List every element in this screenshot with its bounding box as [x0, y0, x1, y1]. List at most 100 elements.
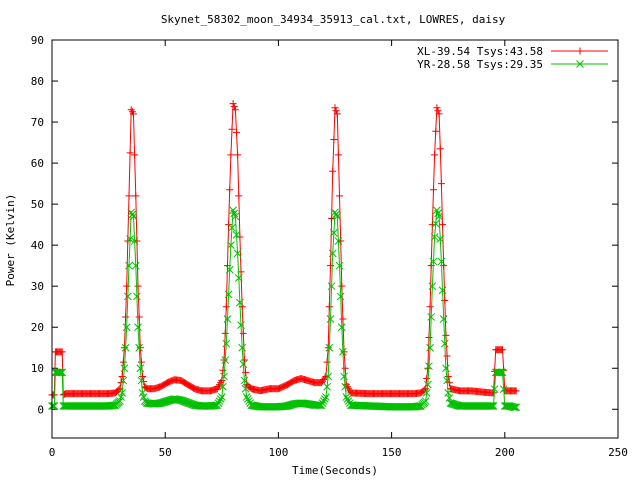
data-point-marker: [58, 368, 67, 377]
data-point-marker: [336, 192, 344, 200]
data-point-marker: [234, 274, 243, 282]
data-point-marker: [495, 368, 503, 377]
data-point-marker: [331, 208, 339, 217]
data-point-marker: [439, 221, 447, 229]
data-point-marker: [334, 237, 343, 245]
data-point-marker: [323, 382, 331, 391]
data-point-marker: [439, 315, 448, 323]
y-tick-label: 0: [37, 403, 44, 416]
data-point-marker: [56, 368, 64, 377]
chart-title: Skynet_58302_moon_34934_35913_cal.txt, L…: [161, 13, 506, 26]
data-point-marker: [228, 223, 236, 232]
data-point-marker: [489, 402, 498, 410]
data-point-marker: [58, 348, 66, 356]
data-point-marker: [242, 393, 251, 401]
data-point-marker: [498, 368, 507, 377]
data-point-marker: [110, 401, 119, 410]
x-tick-label: 250: [608, 446, 628, 459]
data-point-marker: [240, 376, 249, 385]
data-point-marker: [436, 235, 445, 243]
data-point-marker: [326, 315, 335, 323]
data-point-marker: [511, 403, 519, 412]
data-point-marker: [229, 100, 237, 108]
data-point-marker: [488, 402, 497, 410]
data-point-marker: [436, 145, 444, 153]
data-point-marker: [128, 210, 137, 219]
data-point-marker: [236, 298, 244, 307]
data-point-marker: [324, 372, 333, 381]
data-point-marker: [126, 235, 134, 243]
data-point-marker: [237, 321, 245, 330]
legend-marker: [576, 47, 584, 55]
legend-label: XL-39.54 Tsys:43.58: [417, 45, 543, 58]
data-point-marker: [327, 282, 336, 291]
data-point-marker: [49, 402, 57, 410]
data-point-marker: [221, 329, 229, 337]
data-point-marker: [443, 376, 451, 385]
data-point-marker: [222, 339, 231, 348]
data-point-marker: [499, 385, 508, 394]
data-point-marker: [134, 323, 142, 332]
data-point-marker: [136, 344, 144, 352]
data-point-marker: [423, 375, 431, 383]
data-point-marker: [328, 249, 337, 258]
data-point-marker: [508, 403, 517, 411]
data-point-marker: [219, 382, 227, 391]
data-point-marker: [236, 233, 244, 241]
data-point-marker: [442, 364, 450, 373]
y-tick-label: 90: [31, 34, 44, 47]
data-point-marker: [57, 368, 65, 377]
data-point-marker: [423, 380, 432, 389]
data-point-marker: [232, 231, 241, 239]
data-point-marker: [499, 346, 507, 354]
x-tick-label: 0: [49, 446, 56, 459]
data-point-marker: [223, 315, 232, 323]
data-point-marker: [122, 313, 130, 321]
data-point-marker: [317, 401, 326, 410]
data-point-marker: [242, 368, 250, 376]
data-point-marker: [339, 315, 347, 323]
legend-marker: [576, 60, 584, 68]
data-point-marker: [239, 360, 248, 368]
data-point-marker: [438, 286, 447, 295]
data-point-marker: [319, 397, 328, 405]
data-point-marker: [214, 399, 223, 407]
data-point-marker: [235, 192, 243, 200]
data-point-marker: [226, 186, 234, 194]
data-point-marker: [426, 303, 434, 311]
data-point-marker: [131, 151, 139, 159]
data-point-marker: [328, 214, 336, 222]
data-point-marker: [241, 384, 250, 393]
x-tick-label: 200: [495, 446, 515, 459]
data-point-marker: [431, 151, 439, 159]
data-point-marker: [243, 395, 252, 403]
data-point-marker: [233, 249, 242, 258]
data-point-marker: [131, 261, 140, 270]
y-tick-label: 10: [31, 362, 44, 375]
x-tick-label: 100: [268, 446, 288, 459]
y-tick-label: 40: [31, 239, 44, 252]
data-point-marker: [121, 343, 130, 352]
data-point-marker: [118, 389, 127, 397]
data-point-marker: [119, 376, 128, 385]
data-point-marker: [340, 348, 348, 356]
data-point-marker: [512, 403, 520, 412]
y-tick-label: 30: [31, 280, 44, 293]
data-point-marker: [233, 128, 241, 136]
data-point-marker: [130, 237, 139, 245]
data-point-marker: [333, 110, 341, 118]
data-point-marker: [437, 180, 445, 188]
data-point-marker: [314, 401, 322, 410]
data-point-marker: [435, 110, 443, 118]
data-point-marker: [496, 368, 505, 377]
data-point-marker: [126, 149, 134, 157]
data-point-marker: [326, 262, 334, 270]
data-point-marker: [224, 290, 233, 299]
y-tick-label: 70: [31, 116, 44, 129]
data-point-marker: [334, 151, 342, 159]
data-point-marker: [217, 393, 226, 401]
data-point-marker: [486, 402, 494, 410]
data-point-marker: [336, 292, 345, 301]
